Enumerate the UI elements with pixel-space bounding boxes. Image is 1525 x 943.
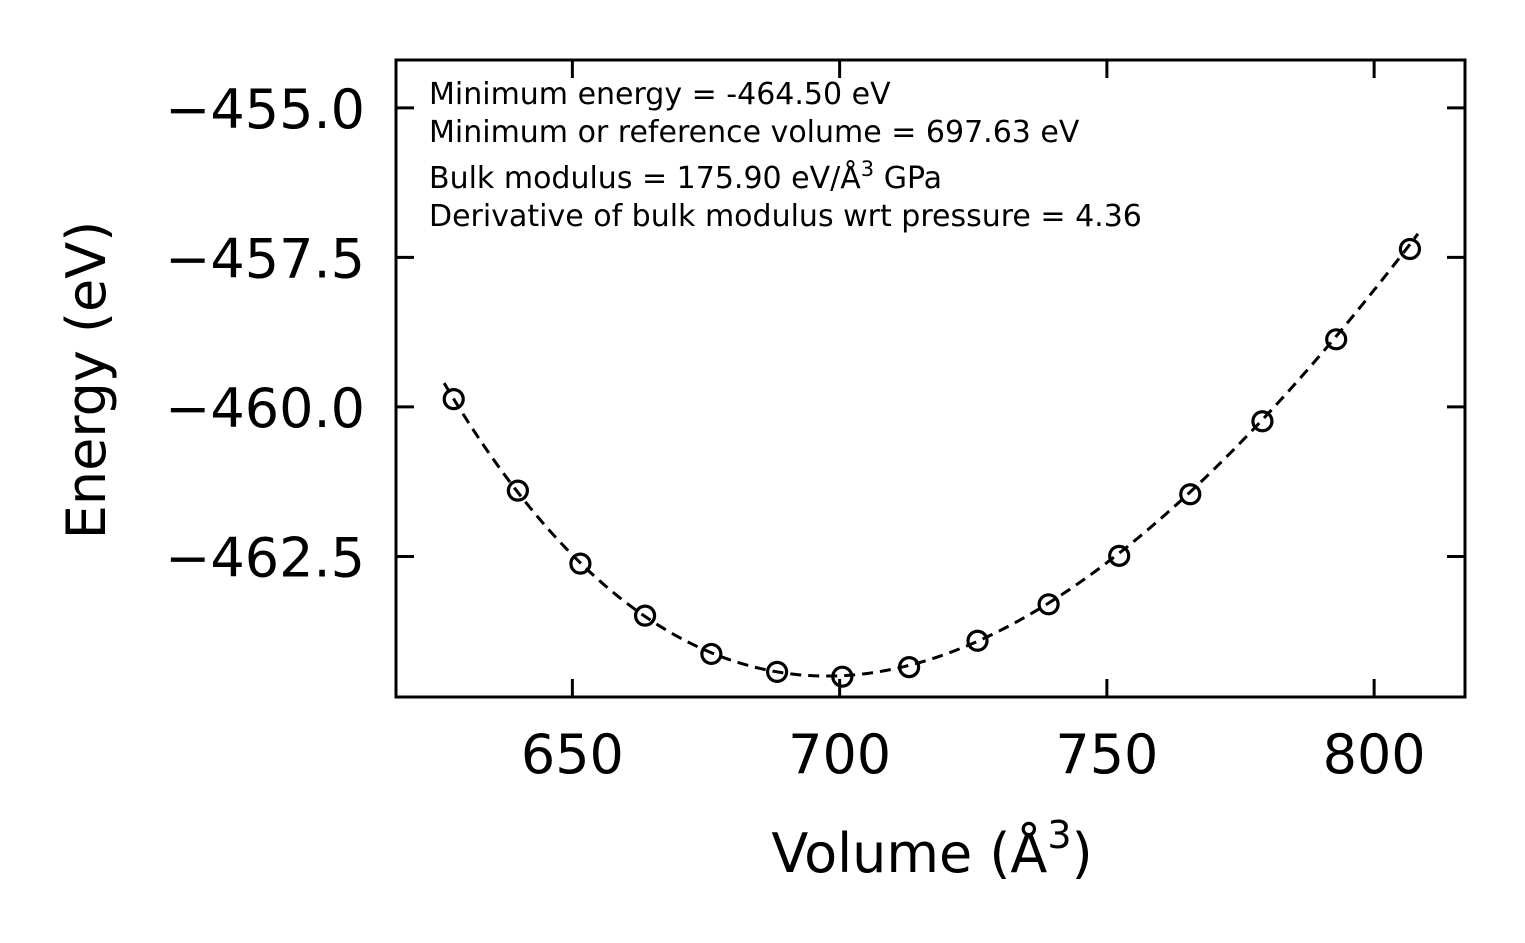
annotation-bulk-modulus-derivative: Derivative of bulk modulus wrt pressure … bbox=[429, 199, 1142, 234]
data-point bbox=[765, 660, 789, 683]
data-points-layer bbox=[442, 237, 1422, 688]
data-point bbox=[1108, 544, 1131, 567]
data-point bbox=[700, 642, 723, 666]
data-point bbox=[1398, 237, 1422, 261]
x-tick-label: 700 bbox=[788, 723, 891, 786]
annotation-min-energy: Minimum energy = -464.50 eV bbox=[429, 77, 891, 112]
fit-curve bbox=[442, 232, 1420, 678]
data-point bbox=[633, 604, 657, 627]
y-tick-label: −455.0 bbox=[165, 78, 365, 141]
y-tick-label: −462.5 bbox=[165, 526, 365, 589]
x-axis-title: Volume (Å3) bbox=[771, 813, 1092, 885]
data-point bbox=[898, 655, 921, 679]
data-point bbox=[1325, 328, 1348, 351]
annotation-min-volume: Minimum or reference volume = 697.63 eV bbox=[429, 115, 1080, 150]
ticks-group bbox=[396, 60, 1465, 697]
x-axis-title-sup: 3 bbox=[1047, 813, 1071, 857]
plot-frame bbox=[394, 58, 1467, 699]
data-point bbox=[966, 629, 989, 652]
data-point bbox=[1251, 410, 1274, 433]
annotation-bulk-modulus-text: Bulk modulus = 175.90 eV/Å bbox=[429, 160, 861, 196]
y-tick-label: −457.5 bbox=[165, 227, 365, 290]
data-point bbox=[569, 552, 592, 575]
x-axis-title-end: ) bbox=[1072, 822, 1093, 885]
annotation-bulk-modulus-sup: 3 bbox=[861, 157, 874, 181]
annotation-bulk-modulus: Bulk modulus = 175.90 eV/Å3 GPa bbox=[429, 157, 942, 196]
y-tick-label: −460.0 bbox=[165, 377, 365, 440]
data-point bbox=[831, 665, 854, 688]
annotation-bulk-modulus-unit: GPa bbox=[874, 161, 942, 196]
x-tick-label: 750 bbox=[1055, 723, 1158, 786]
data-point bbox=[1179, 483, 1202, 506]
y-axis-title: Energy (eV) bbox=[55, 221, 118, 540]
x-axis-title-text: Volume (Å bbox=[771, 821, 1047, 885]
data-point bbox=[1037, 593, 1060, 616]
x-tick-label: 800 bbox=[1323, 723, 1426, 786]
data-point bbox=[442, 388, 465, 411]
data-point bbox=[506, 479, 529, 502]
fit-curve-layer bbox=[442, 232, 1420, 678]
x-tick-label: 650 bbox=[521, 723, 624, 786]
tick-labels-group: 650 700 750 800 −455.0 −457.5 −460.0 −462.5 bbox=[165, 78, 1426, 786]
